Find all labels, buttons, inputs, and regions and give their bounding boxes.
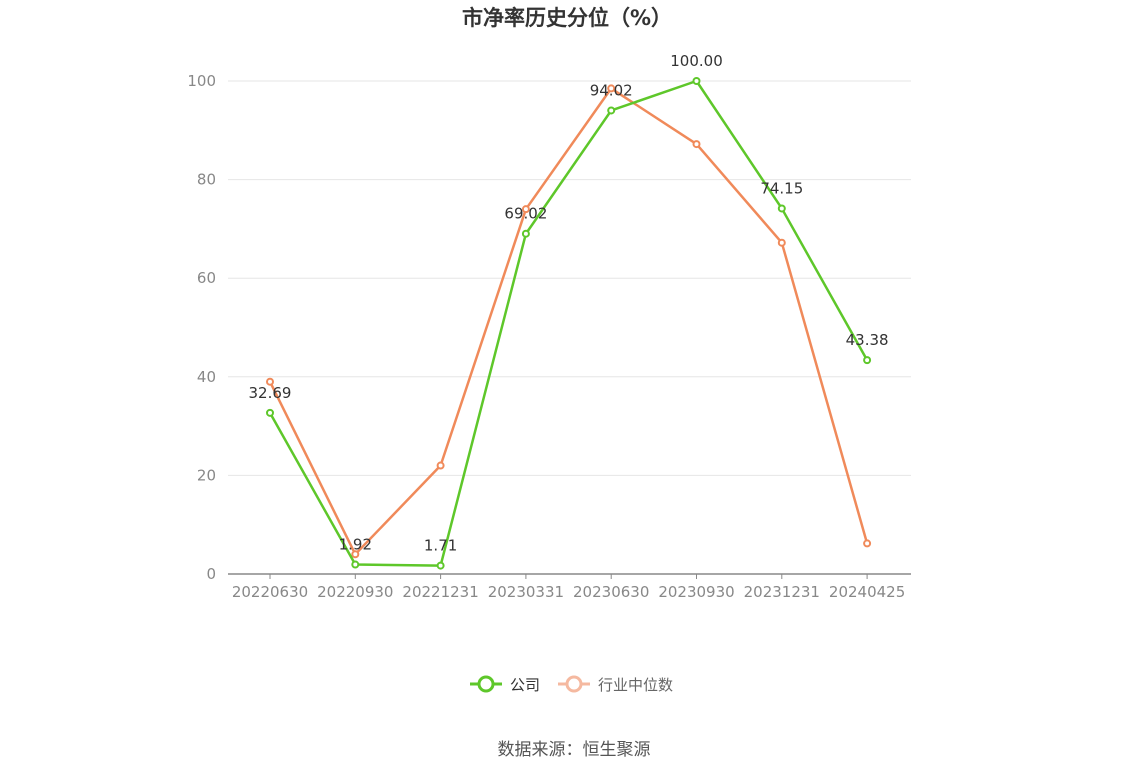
x-tick-label: 20230630 [573, 583, 649, 601]
company-series-line [268, 79, 869, 567]
company-data-label: 74.15 [760, 179, 803, 197]
company-point[interactable] [777, 204, 786, 213]
industry-median-point[interactable] [777, 238, 786, 247]
company-point[interactable] [351, 560, 360, 569]
company-point[interactable] [692, 77, 701, 85]
y-axis-ticks: 0 20 40 60 80 100 [187, 72, 216, 583]
y-tick-label: 60 [197, 269, 216, 287]
x-tick-label: 20220630 [232, 583, 308, 601]
industry-median-point[interactable] [521, 205, 530, 214]
y-tick-label: 80 [197, 171, 216, 189]
company-data-label: 100.00 [670, 52, 723, 70]
x-tick-label: 20220930 [317, 583, 393, 601]
company-point[interactable] [863, 356, 872, 365]
company-data-label: 32.69 [249, 384, 292, 402]
series-lines [266, 77, 872, 570]
company-point[interactable] [521, 229, 530, 238]
y-tick-label: 100 [187, 72, 216, 90]
x-tick-label: 20230930 [658, 583, 734, 601]
legend-company-marker [477, 675, 495, 693]
industry-median-point[interactable] [692, 140, 701, 149]
industry-median-point[interactable] [863, 539, 872, 548]
company-data-label: 43.38 [846, 331, 889, 349]
x-tick-label: 20240425 [829, 583, 905, 601]
x-tick-label: 20231231 [744, 583, 820, 601]
company-data-label: 1.92 [339, 536, 372, 554]
data-source: 数据来源：恒生聚源 [498, 740, 651, 760]
x-tick-label: 20221231 [402, 583, 478, 601]
company-point[interactable] [607, 106, 616, 115]
legend-item-industry-median[interactable]: 行业中位数 [558, 675, 673, 694]
company-point[interactable] [436, 561, 445, 570]
gridlines [228, 80, 911, 476]
x-tick-label: 20230331 [488, 583, 564, 601]
company-data-label: 1.71 [424, 537, 457, 555]
data-labels: 32.69 1.92 1.71 69.02 94.02 100.00 74.15 43.38 [249, 52, 889, 555]
legend-company-label: 公司 [510, 676, 540, 694]
legend-industry-label: 行业中位数 [598, 676, 673, 694]
company-point[interactable] [266, 408, 274, 417]
company-data-label: 69.02 [504, 205, 547, 223]
industry-median-point[interactable] [607, 84, 616, 93]
x-axis: 20220630 20220930 20221231 20230331 20230630… [228, 573, 911, 601]
chart-title: 市净率历史分位（%） [462, 6, 672, 30]
legend-item-company[interactable]: 公司 [470, 675, 540, 694]
company-data-label: 94.02 [590, 81, 633, 99]
y-tick-label: 0 [206, 565, 216, 583]
industry-median-series-line [268, 87, 869, 556]
legend-industry-marker [565, 675, 583, 693]
industry-median-point[interactable] [266, 377, 274, 386]
y-tick-label: 40 [197, 368, 216, 386]
industry-median-point[interactable] [436, 461, 445, 470]
industry-median-point[interactable] [351, 550, 360, 559]
y-tick-label: 20 [197, 466, 216, 484]
legend: 公司 行业中位数 [470, 675, 673, 694]
